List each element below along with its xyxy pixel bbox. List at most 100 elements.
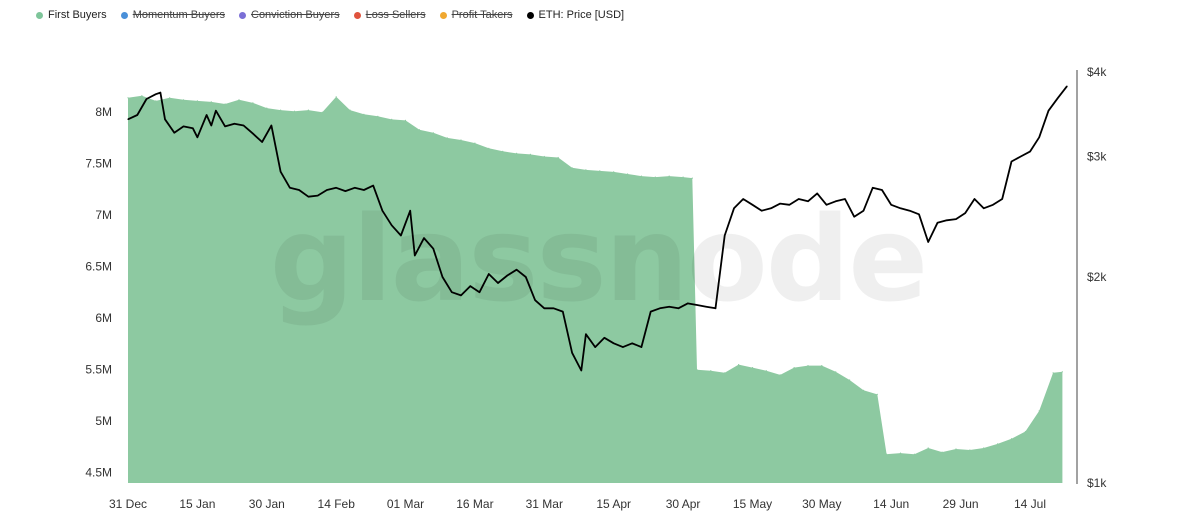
series-area-first-buyers <box>128 95 1063 483</box>
data-point <box>742 198 744 200</box>
x-tick-label: 31 Mar <box>526 497 563 511</box>
data-point <box>169 97 171 99</box>
data-point <box>876 393 878 395</box>
data-point <box>391 118 393 120</box>
data-point <box>668 175 670 177</box>
data-point <box>307 109 309 111</box>
data-point <box>825 204 828 206</box>
data-point <box>354 187 356 189</box>
data-point <box>964 212 966 214</box>
data-point <box>793 367 795 369</box>
data-point <box>936 222 939 224</box>
data-point <box>516 152 518 154</box>
legend-item[interactable]: First Buyers <box>36 9 107 21</box>
data-point <box>155 100 157 102</box>
x-tick-label: 14 Feb <box>318 497 356 511</box>
data-point <box>751 204 754 206</box>
y-right-tick-label: $4k <box>1087 65 1107 79</box>
data-point <box>321 111 323 113</box>
legend-dot-icon <box>353 11 361 19</box>
legend-label: First Buyers <box>48 9 107 21</box>
data-point <box>899 207 902 209</box>
y-left-tick-label: 6M <box>95 311 112 325</box>
data-point <box>779 203 781 205</box>
data-point <box>488 147 490 149</box>
data-point <box>1057 97 1059 99</box>
data-point <box>543 155 545 158</box>
data-point <box>1066 85 1068 87</box>
data-point <box>196 136 198 138</box>
data-point <box>807 365 809 367</box>
legend-item[interactable]: Profit Takers <box>439 9 513 21</box>
data-point <box>317 195 319 197</box>
legend-label: ETH: Price [USD] <box>538 9 625 21</box>
data-point <box>266 107 268 109</box>
data-point <box>844 198 846 200</box>
y-left-tick-label: 7M <box>95 208 112 222</box>
data-point <box>691 177 693 179</box>
data-point <box>432 248 434 250</box>
watermark: glassnode <box>270 190 927 328</box>
data-point <box>196 100 198 102</box>
data-point <box>849 379 851 381</box>
y-right-tick-label: $2k <box>1087 270 1107 284</box>
data-point <box>441 276 444 278</box>
data-point <box>890 204 892 206</box>
data-point <box>761 210 763 212</box>
x-tick-label: 01 Mar <box>387 497 424 511</box>
data-point <box>497 282 499 284</box>
legend-item[interactable]: ETH: Price [USD] <box>526 9 625 21</box>
data-point <box>677 307 680 309</box>
data-point <box>696 369 698 371</box>
y-left-tick-label: 8M <box>95 105 112 119</box>
data-point <box>751 367 754 369</box>
data-point <box>363 189 365 191</box>
data-point <box>414 254 416 257</box>
data-point <box>372 185 374 187</box>
data-point <box>627 173 629 175</box>
data-point <box>469 285 471 287</box>
data-point <box>821 365 823 367</box>
data-point <box>765 370 767 372</box>
data-point <box>289 187 291 189</box>
legend-item[interactable]: Loss Sellers <box>353 9 426 21</box>
data-point <box>460 294 462 296</box>
data-point <box>349 109 351 111</box>
data-point <box>973 198 976 200</box>
legend-item[interactable]: Conviction Buyers <box>239 9 340 21</box>
data-point <box>1010 438 1013 440</box>
data-point <box>631 342 633 344</box>
data-point <box>224 103 226 105</box>
data-point <box>377 115 379 117</box>
data-point <box>460 139 462 141</box>
data-point <box>872 187 874 189</box>
data-point <box>488 273 490 275</box>
data-point <box>1029 151 1031 153</box>
data-point <box>816 192 818 194</box>
legend-item[interactable]: Momentum Buyers <box>120 9 225 21</box>
data-point <box>798 198 800 200</box>
legend-dot-icon <box>120 11 128 19</box>
data-point <box>451 291 453 293</box>
data-point <box>478 291 481 293</box>
legend-dot-icon <box>526 11 534 19</box>
data-point <box>622 346 624 348</box>
data-point <box>553 307 555 309</box>
line-layer <box>127 85 1068 372</box>
data-point <box>280 171 282 173</box>
data-point <box>326 189 328 191</box>
data-point <box>252 133 254 135</box>
data-point <box>206 114 208 116</box>
data-point <box>1047 110 1050 112</box>
data-point <box>650 311 652 313</box>
data-point <box>862 210 865 212</box>
data-point <box>835 200 837 202</box>
data-point <box>585 333 587 335</box>
data-point <box>835 371 837 373</box>
x-tick-label: 16 Mar <box>456 497 493 511</box>
data-point <box>659 307 661 309</box>
data-point <box>969 449 971 451</box>
data-point <box>955 448 957 450</box>
data-point <box>571 167 573 169</box>
data-point <box>580 369 582 372</box>
